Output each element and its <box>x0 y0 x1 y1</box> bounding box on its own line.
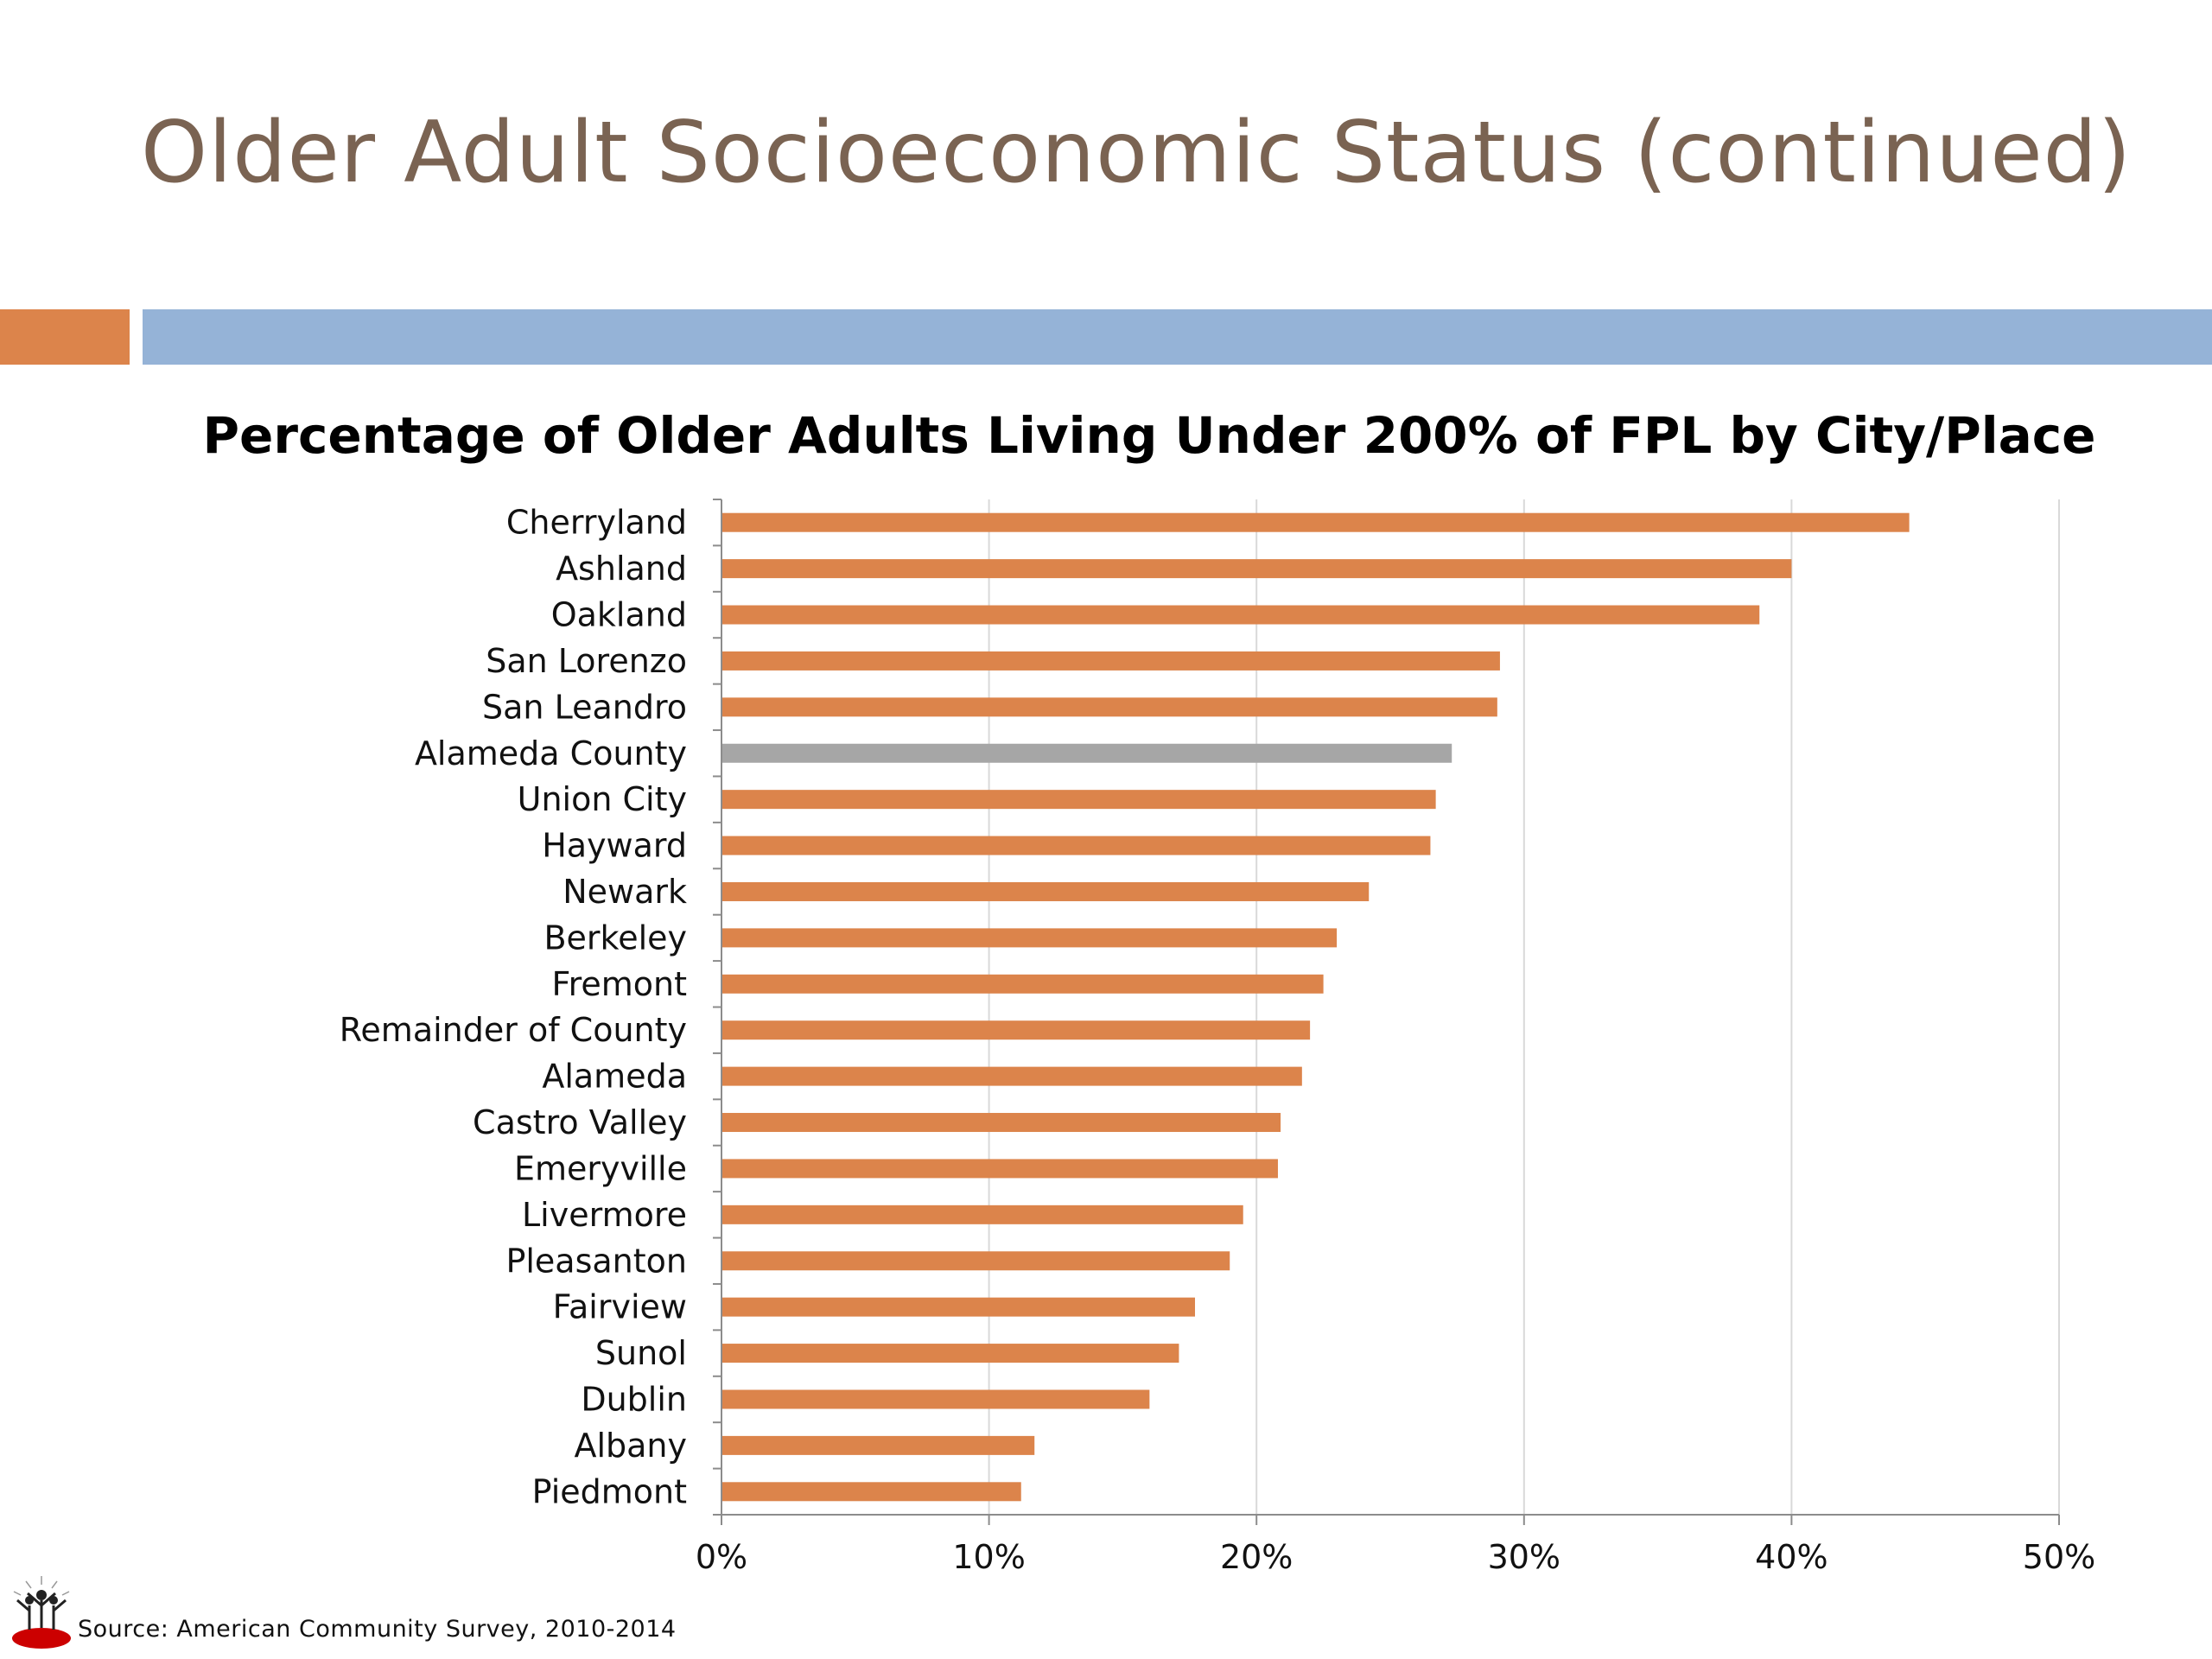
bar-newark <box>722 881 1370 901</box>
bar-dublin <box>722 1389 1150 1409</box>
bar-sunol <box>722 1344 1179 1363</box>
bar-union-city <box>722 790 1436 810</box>
bar-fremont <box>722 974 1324 994</box>
category-label: Sunol <box>595 1334 687 1372</box>
x-tick-label: 30% <box>1488 1538 1560 1576</box>
chart-title: Percentage of Older Adults Living Under … <box>202 406 2096 465</box>
x-tick-label: 10% <box>952 1538 1025 1576</box>
x-tick-label: 20% <box>1220 1538 1293 1576</box>
category-label: Remainder of County <box>340 1011 687 1049</box>
bar-remainder-of-county <box>722 1020 1311 1040</box>
bar-alameda <box>722 1066 1302 1086</box>
category-label: Piedmont <box>532 1472 687 1510</box>
bar-emeryville <box>722 1159 1278 1179</box>
bar-fairview <box>722 1297 1195 1317</box>
accent-bar-orange <box>0 309 130 365</box>
bar-pleasanton <box>722 1251 1230 1271</box>
category-label: Alameda County <box>415 734 687 772</box>
bar-berkeley <box>722 928 1338 948</box>
category-label: Alameda <box>542 1058 687 1096</box>
category-label: Berkeley <box>543 918 687 957</box>
slide-title: Older Adult Socioeconomic Status (contin… <box>140 104 2133 202</box>
category-label: Hayward <box>542 827 687 865</box>
category-label: Castro Valley <box>473 1103 687 1141</box>
category-label: San Lorenzo <box>486 642 687 680</box>
category-label: Fairview <box>553 1288 687 1326</box>
category-label: Albany <box>574 1427 687 1465</box>
category-label: Livermore <box>522 1196 687 1234</box>
accent-bar-blue <box>143 309 2212 365</box>
bar-hayward <box>722 836 1431 855</box>
x-tick-label: 0% <box>696 1538 747 1576</box>
category-label: Fremont <box>551 965 687 1003</box>
bar-cherryland <box>722 512 1910 532</box>
category-label: Cherryland <box>506 504 687 542</box>
bar-oakland <box>722 605 1760 625</box>
category-label: Oakland <box>551 596 687 634</box>
category-label: Pleasanton <box>505 1242 687 1280</box>
bar-albany <box>722 1435 1035 1455</box>
bar-livermore <box>722 1205 1243 1224</box>
bar-castro-valley <box>722 1113 1281 1133</box>
category-label: Dublin <box>581 1380 687 1418</box>
x-tick-label: 40% <box>1755 1538 1827 1576</box>
source-note: Source: American Community Survey, 2010-… <box>78 1616 677 1643</box>
category-label: San Leandro <box>482 688 687 726</box>
category-label: Ashland <box>556 550 687 588</box>
category-label: Newark <box>563 873 687 911</box>
bar-piedmont <box>722 1482 1021 1502</box>
x-tick-label: 50% <box>2023 1538 2095 1576</box>
category-label: Union City <box>518 780 687 818</box>
bar-san-lorenzo <box>722 651 1500 671</box>
bar-ashland <box>722 559 1792 579</box>
community-figures-logo-icon <box>12 1576 71 1649</box>
bar-san-leandro <box>722 697 1497 717</box>
bar-alameda-county <box>722 743 1452 763</box>
category-label: Emeryville <box>514 1149 687 1187</box>
